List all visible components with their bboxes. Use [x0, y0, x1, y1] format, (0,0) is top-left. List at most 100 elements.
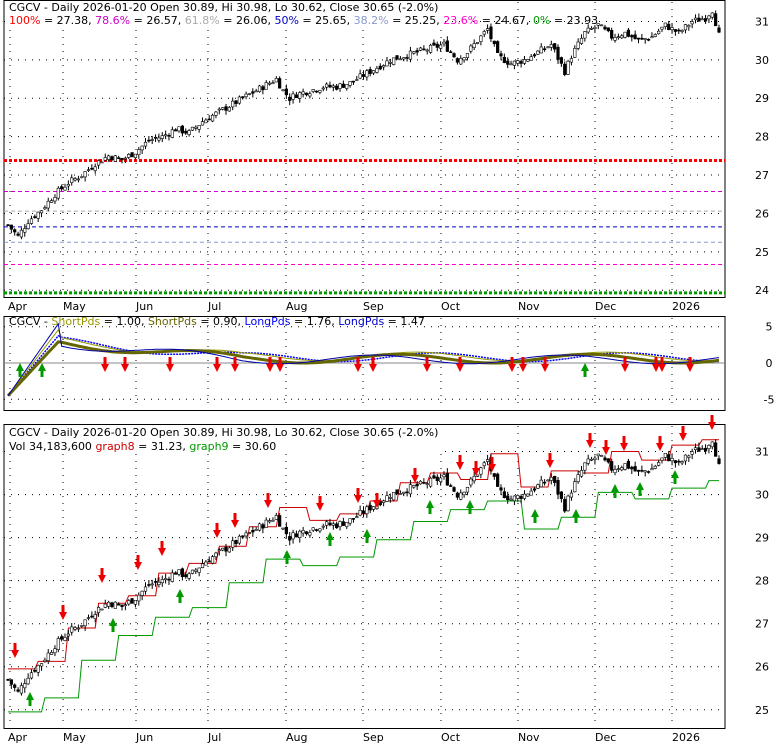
signal-bar-body: [200, 563, 205, 569]
price-bar-body: [73, 178, 77, 181]
price-bar-body: [90, 167, 94, 170]
signal-bar-body: [194, 569, 198, 572]
signal-bar-body: [351, 518, 356, 520]
signal-bar-body: [261, 524, 265, 529]
price-bar-body: [241, 96, 245, 99]
signal-bar-body: [103, 603, 107, 608]
fib-value: = 26.06,: [220, 14, 275, 27]
signal-bar-body: [311, 527, 315, 531]
price-bar-body: [43, 207, 47, 210]
price-bar-body: [526, 59, 530, 62]
signal-bar-body: [549, 476, 553, 481]
signal-bar-body: [536, 484, 540, 489]
sell-arrow: [316, 496, 324, 511]
price-bar-body: [107, 155, 111, 160]
price-bar-body: [39, 210, 44, 214]
signal-bar-body: [569, 492, 574, 498]
price-bar-body: [371, 70, 376, 74]
oscillator-header-part: = 0.90,: [197, 315, 245, 328]
signal-bar-body: [529, 490, 533, 496]
signal-bar-body: [231, 540, 235, 548]
signal-bar-body: [368, 504, 372, 511]
signal-bar-body: [348, 518, 352, 524]
price-bar-body: [563, 63, 567, 75]
price-bar-body: [506, 60, 510, 65]
signal-bar-body: [526, 493, 530, 497]
price-bar-body: [335, 85, 339, 90]
price-bar-body: [465, 53, 470, 58]
month-label-signal: Jun: [135, 731, 153, 744]
price-bar-body: [19, 229, 24, 238]
sell-arrow: [354, 488, 362, 503]
price-bar-body: [328, 84, 332, 88]
price-bar-body: [264, 82, 268, 90]
signal-bar-body: [237, 535, 242, 544]
signal-bar-body: [690, 451, 694, 455]
fib-value: = 24.67,: [478, 14, 533, 27]
price-bar-body: [194, 126, 198, 129]
buy-arrow: [326, 532, 334, 546]
price-bar-body: [298, 92, 302, 99]
signal-bar-body: [653, 465, 657, 469]
price-bar-body: [546, 46, 550, 49]
price-bar-body: [314, 90, 319, 93]
sell-arrow: [508, 357, 516, 372]
price-bar-body: [690, 21, 694, 25]
price-bar-body: [341, 83, 345, 88]
price-bar-body: [626, 29, 631, 37]
sell-arrow: [546, 453, 554, 468]
sell-arrow: [264, 493, 272, 508]
price-bar-body: [311, 89, 315, 92]
price-bar-body: [512, 60, 517, 66]
price-bar-body: [120, 157, 124, 161]
price-bar-body: [9, 224, 13, 230]
sell-arrow: [166, 357, 174, 372]
price-bar-body: [573, 48, 577, 58]
signal-bar-body: [643, 470, 647, 473]
signal-bar-body: [385, 495, 389, 502]
signal-bar-body: [83, 619, 87, 627]
signal-bar-body: [680, 461, 684, 464]
signal-bar-body: [164, 578, 168, 581]
price-y-tick: 30: [755, 54, 769, 67]
fib-label: 38.2%: [354, 14, 389, 27]
signal-bar-body: [100, 608, 104, 611]
price-bar-body: [633, 34, 637, 40]
month-label-signal: Dec: [595, 731, 616, 744]
price-bar-body: [593, 26, 597, 29]
price-bar-body: [318, 90, 322, 93]
signal-bar-body: [341, 521, 345, 526]
price-bar-body: [227, 107, 231, 112]
signal-bar-body: [710, 441, 714, 448]
month-label-price: Sep: [363, 300, 384, 313]
buy-arrow: [176, 589, 184, 603]
signal-bar-body: [660, 457, 664, 461]
month-label-price: Apr: [8, 300, 28, 313]
signal-bar-body: [150, 583, 154, 586]
sell-arrow: [373, 493, 381, 508]
signal-y-tick: 29: [755, 532, 769, 545]
month-label-signal: May: [63, 731, 86, 744]
price-bar-body: [76, 178, 81, 181]
sell-arrow: [456, 357, 464, 372]
month-label-signal: Sep: [363, 731, 384, 744]
price-bar-body: [482, 31, 486, 35]
price-bar-body: [643, 38, 647, 41]
price-bar-body: [432, 42, 436, 46]
price-bar-body: [489, 26, 493, 40]
signal-header-part: graph9: [189, 440, 228, 453]
price-bar-body: [93, 166, 97, 171]
signal-bar-body: [241, 535, 245, 538]
sell-arrow: [472, 461, 480, 476]
signal-bar-body: [449, 485, 453, 487]
signal-bar-body: [516, 495, 520, 499]
oscillator-y-tick: 0: [766, 357, 773, 370]
sell-arrow: [11, 643, 19, 658]
sell-arrow: [134, 555, 142, 570]
price-bar-body: [455, 58, 460, 63]
price-bar-body: [516, 60, 520, 64]
signal-bar-body: [130, 598, 134, 604]
month-label-price: Nov: [518, 300, 540, 313]
oscillator-header-part: ShortPds: [148, 315, 197, 328]
